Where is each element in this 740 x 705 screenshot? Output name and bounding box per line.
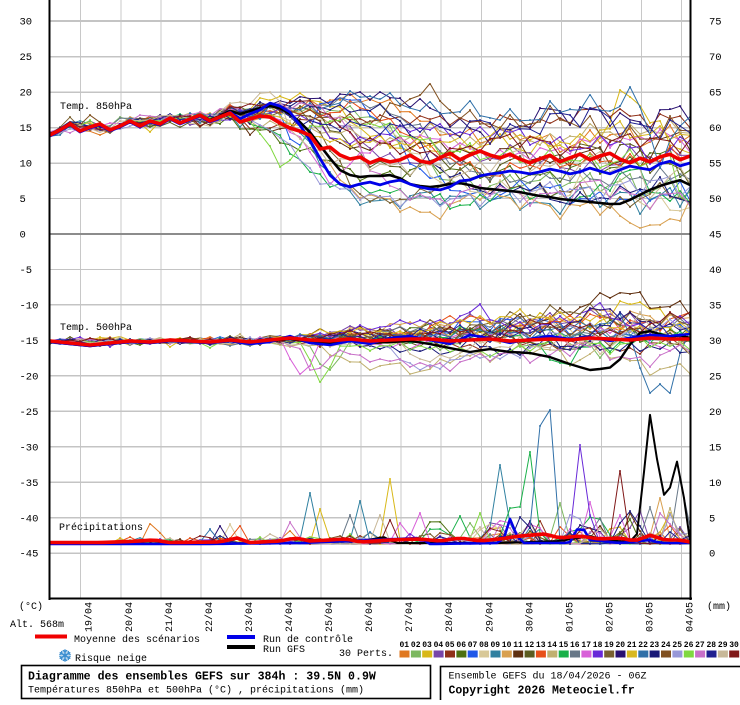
svg-text:02/05: 02/05 xyxy=(605,602,617,632)
svg-text:08: 08 xyxy=(479,641,489,650)
svg-text:01: 01 xyxy=(400,641,410,650)
svg-text:-5: -5 xyxy=(20,265,33,277)
svg-text:24/04: 24/04 xyxy=(284,602,296,632)
svg-text:30 Perts.: 30 Perts. xyxy=(339,649,393,660)
svg-text:13: 13 xyxy=(536,641,546,650)
svg-text:65: 65 xyxy=(709,88,722,100)
svg-text:09: 09 xyxy=(491,641,501,650)
svg-text:10: 10 xyxy=(709,478,722,490)
svg-text:5: 5 xyxy=(709,513,715,525)
svg-text:17: 17 xyxy=(581,641,591,650)
svg-text:21: 21 xyxy=(627,641,637,650)
svg-text:23/04: 23/04 xyxy=(244,602,256,632)
svg-text:-25: -25 xyxy=(20,407,39,419)
svg-text:-15: -15 xyxy=(20,336,39,348)
svg-text:-30: -30 xyxy=(20,442,39,454)
svg-text:23: 23 xyxy=(650,641,660,650)
svg-text:04/05: 04/05 xyxy=(685,602,697,632)
svg-text:27: 27 xyxy=(695,641,705,650)
svg-text:Alt. 568m: Alt. 568m xyxy=(10,619,64,631)
svg-text:10: 10 xyxy=(502,641,512,650)
svg-text:-45: -45 xyxy=(20,549,39,561)
svg-text:30: 30 xyxy=(729,641,739,650)
svg-text:15: 15 xyxy=(559,641,569,650)
svg-text:25: 25 xyxy=(709,371,722,383)
svg-text:06: 06 xyxy=(456,641,466,650)
svg-text:25: 25 xyxy=(20,52,33,64)
svg-text:14: 14 xyxy=(547,641,557,650)
svg-text:45: 45 xyxy=(709,230,722,242)
svg-text:20: 20 xyxy=(20,88,33,100)
svg-text:22: 22 xyxy=(638,641,648,650)
svg-text:Diagramme des ensembles GEFS s: Diagramme des ensembles GEFS sur 384h : … xyxy=(28,671,376,684)
svg-text:-10: -10 xyxy=(20,300,39,312)
svg-text:10: 10 xyxy=(20,159,33,171)
svg-text:03/05: 03/05 xyxy=(645,602,657,632)
svg-text:29: 29 xyxy=(718,641,728,650)
svg-text:60: 60 xyxy=(709,123,722,135)
svg-text:Ensemble GEFS du 18/04/2026 -: Ensemble GEFS du 18/04/2026 - 06Z xyxy=(449,671,647,683)
svg-text:26: 26 xyxy=(684,641,694,650)
svg-text:(°C): (°C) xyxy=(19,601,43,613)
svg-text:24: 24 xyxy=(661,641,671,650)
svg-text:5: 5 xyxy=(20,194,26,206)
svg-text:Moyenne des scénarios: Moyenne des scénarios xyxy=(74,634,200,646)
svg-text:21/04: 21/04 xyxy=(164,602,176,632)
svg-text:25/04: 25/04 xyxy=(324,602,336,632)
svg-text:Temp. 500hPa: Temp. 500hPa xyxy=(60,322,132,334)
svg-text:Températures 850hPa et 500hPa: Températures 850hPa et 500hPa (°C) , pré… xyxy=(28,685,364,697)
svg-text:20/04: 20/04 xyxy=(124,602,136,632)
svg-text:20: 20 xyxy=(709,407,722,419)
svg-text:20: 20 xyxy=(616,641,626,650)
svg-text:50: 50 xyxy=(709,194,722,206)
svg-text:07: 07 xyxy=(468,641,478,650)
svg-text:-40: -40 xyxy=(20,513,39,525)
svg-text:15: 15 xyxy=(709,442,722,454)
svg-text:40: 40 xyxy=(709,265,722,277)
svg-text:28/04: 28/04 xyxy=(444,602,456,632)
svg-text:15: 15 xyxy=(20,123,33,135)
svg-text:Temp. 850hPa: Temp. 850hPa xyxy=(60,101,132,113)
svg-text:19/04: 19/04 xyxy=(84,602,96,632)
svg-text:05: 05 xyxy=(445,641,455,650)
svg-text:Risque neige: Risque neige xyxy=(75,653,147,665)
svg-text:-35: -35 xyxy=(20,478,39,490)
svg-text:55: 55 xyxy=(709,159,722,171)
svg-text:01/05: 01/05 xyxy=(564,602,576,632)
svg-text:29/04: 29/04 xyxy=(484,602,496,632)
svg-text:18: 18 xyxy=(593,641,603,650)
svg-text:04: 04 xyxy=(434,641,444,650)
svg-text:25: 25 xyxy=(672,641,682,650)
svg-text:12: 12 xyxy=(525,641,535,650)
svg-text:75: 75 xyxy=(709,17,722,29)
svg-text:22/04: 22/04 xyxy=(204,602,216,632)
svg-text:30/04: 30/04 xyxy=(524,602,536,632)
svg-text:Run GFS: Run GFS xyxy=(263,645,305,656)
svg-text:0: 0 xyxy=(709,549,715,561)
svg-text:28: 28 xyxy=(707,641,717,650)
svg-text:Précipitations: Précipitations xyxy=(59,522,143,534)
svg-text:03: 03 xyxy=(422,641,432,650)
svg-text:26/04: 26/04 xyxy=(364,602,376,632)
svg-text:70: 70 xyxy=(709,52,722,64)
svg-text:11: 11 xyxy=(513,641,523,650)
svg-text:30: 30 xyxy=(709,336,722,348)
svg-text:27/04: 27/04 xyxy=(404,602,416,632)
svg-text:16: 16 xyxy=(570,641,580,650)
svg-text:Copyright 2026 Meteociel.fr: Copyright 2026 Meteociel.fr xyxy=(449,685,635,698)
svg-text:19: 19 xyxy=(604,641,614,650)
svg-text:0: 0 xyxy=(20,230,26,242)
svg-text:35: 35 xyxy=(709,300,722,312)
svg-text:-20: -20 xyxy=(20,371,39,383)
svg-text:30: 30 xyxy=(20,17,33,29)
svg-text:02: 02 xyxy=(411,641,421,650)
svg-text:(mm): (mm) xyxy=(707,601,731,613)
